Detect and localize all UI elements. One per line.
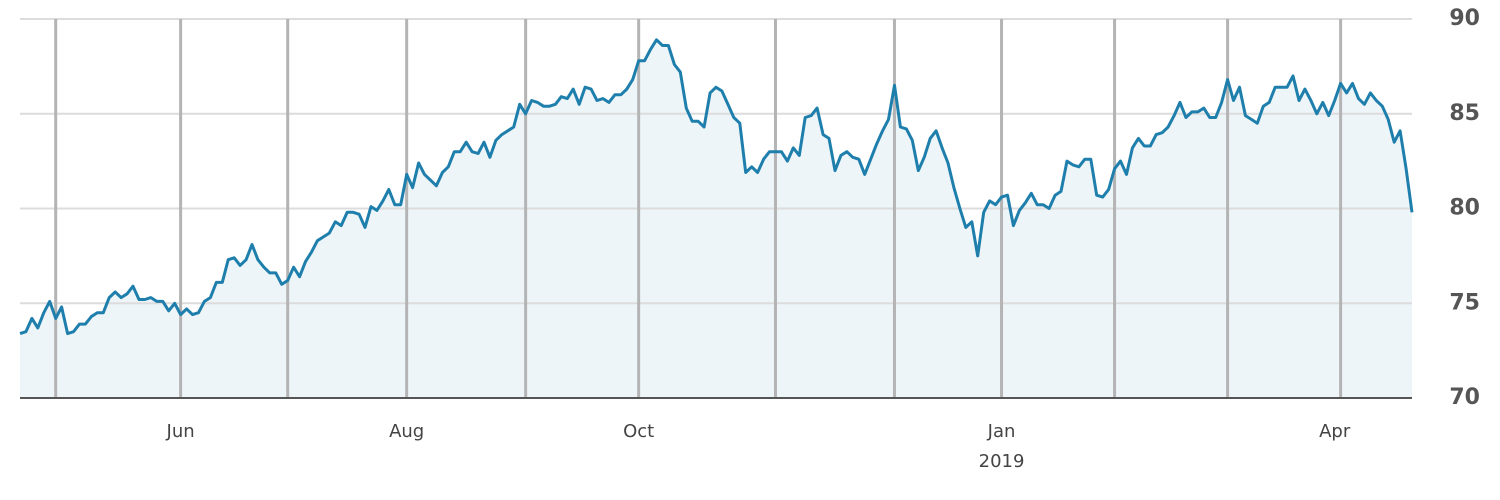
x-tick-label-line: Jan [987,421,1016,442]
x-tick-label: Oct [623,421,654,442]
x-tick-label: Jun [166,421,195,442]
y-tick-label: 80 [1449,196,1480,221]
y-tick-label: 70 [1449,385,1480,410]
x-tick-label: Apr [1319,421,1351,442]
x-tick-label-line: 2019 [979,451,1025,472]
price-line [19,38,1414,336]
x-tick-label: Aug [389,421,424,442]
y-tick-label: 90 [1449,6,1480,31]
x-tick-label: Jan 2019 [979,421,1025,472]
area-fill [20,39,1412,399]
y-tick-label: 85 [1449,101,1480,126]
y-tick-label: 75 [1449,290,1480,315]
